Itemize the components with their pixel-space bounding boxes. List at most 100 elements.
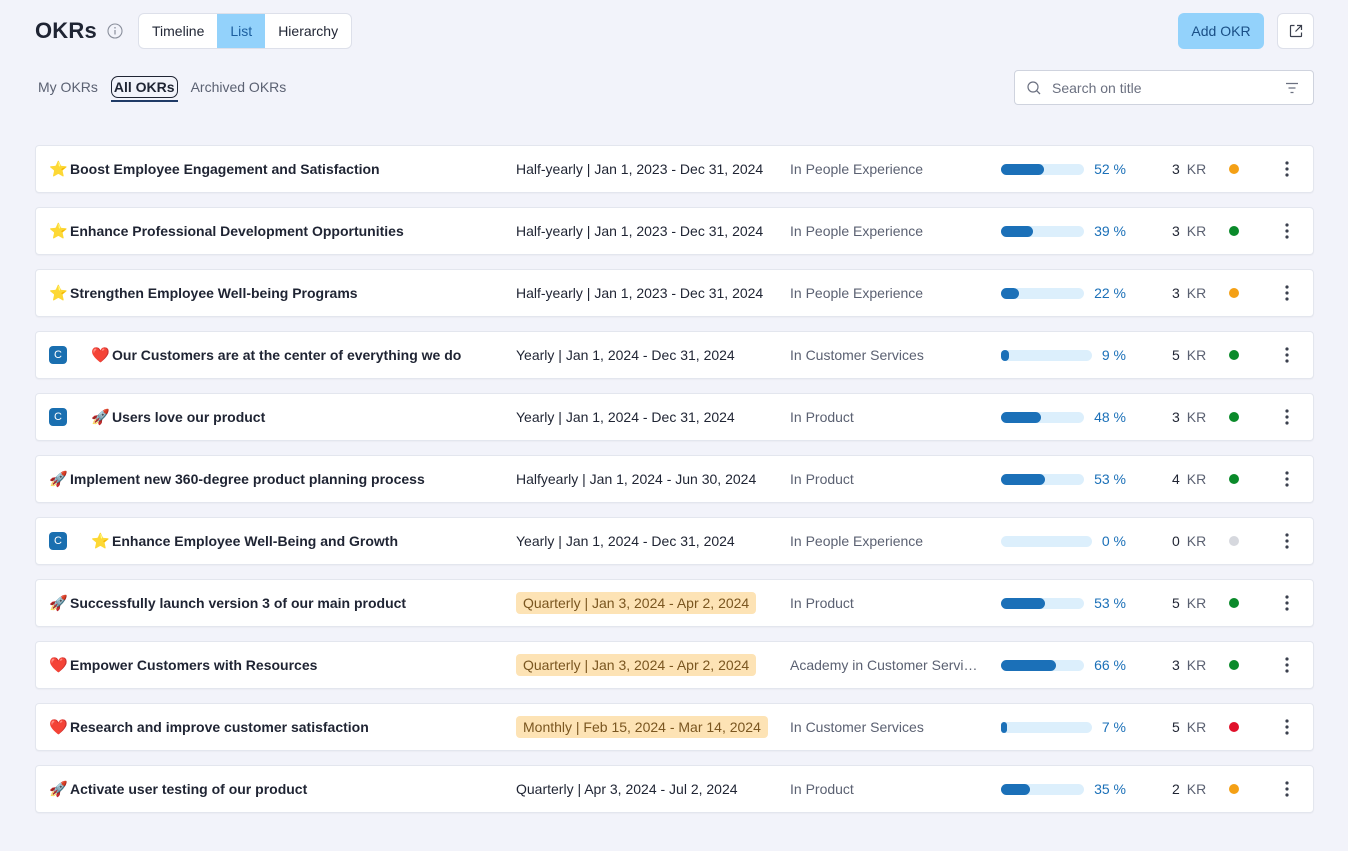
okr-kr-cell[interactable]: 3 KR <box>1172 208 1222 254</box>
progress-percent: 7 % <box>1101 719 1126 735</box>
okr-kr-cell[interactable]: 2 KR <box>1172 766 1222 812</box>
tab-all-okrs[interactable]: All OKRs <box>110 76 178 102</box>
more-vertical-icon <box>1285 719 1289 735</box>
row-menu-button[interactable] <box>1279 518 1295 564</box>
okr-period: Yearly | Jan 1, 2024 - Dec 31, 2024 <box>516 533 735 549</box>
okr-team: In People Experience <box>790 223 924 239</box>
okr-row[interactable]: 🚀 Successfully launch version 3 of our m… <box>35 579 1314 627</box>
progress-fill <box>1001 597 1045 609</box>
okr-title-cell[interactable]: C ⭐ Enhance Employee Well-Being and Grow… <box>49 518 509 564</box>
more-vertical-icon <box>1285 657 1289 673</box>
okr-kr-cell[interactable]: 0 KR <box>1172 518 1222 564</box>
okr-title-cell[interactable]: ⭐ Strengthen Employee Well-being Program… <box>49 270 509 316</box>
okr-title-cell[interactable]: ❤️ Research and improve customer satisfa… <box>49 704 509 750</box>
progress-bar <box>1001 783 1084 795</box>
okr-title-cell[interactable]: ⭐ Boost Employee Engagement and Satisfac… <box>49 146 509 192</box>
kr-count: 3 <box>1172 409 1180 425</box>
okr-kr-cell[interactable]: 3 KR <box>1172 146 1222 192</box>
okr-row[interactable]: ❤️ Empower Customers with Resources Quar… <box>35 641 1314 689</box>
progress-percent: 53 % <box>1094 471 1126 487</box>
okr-title-cell[interactable]: ❤️ Empower Customers with Resources <box>49 642 509 688</box>
okr-row[interactable]: 🚀 Activate user testing of our product Q… <box>35 765 1314 813</box>
row-menu-button[interactable] <box>1279 208 1295 254</box>
progress-fill <box>1001 473 1045 485</box>
row-menu-button[interactable] <box>1279 456 1295 502</box>
okr-title-cell[interactable]: C ❤️ Our Customers are at the center of … <box>49 332 509 378</box>
more-vertical-icon <box>1285 781 1289 797</box>
okr-title-cell[interactable]: 🚀 Successfully launch version 3 of our m… <box>49 580 509 626</box>
okr-period-cell: Quarterly | Jan 3, 2024 - Apr 2, 2024 <box>516 642 776 688</box>
kr-label: KR <box>1186 471 1207 487</box>
tab-archived-okrs[interactable]: Archived OKRs <box>190 79 287 95</box>
search-box <box>1014 70 1314 105</box>
okr-row[interactable]: C ❤️ Our Customers are at the center of … <box>35 331 1314 379</box>
progress-percent: 0 % <box>1101 533 1126 549</box>
okr-row[interactable]: 🚀 Implement new 360-degree product plann… <box>35 455 1314 503</box>
okr-team-cell: In Customer Services <box>790 332 980 378</box>
okr-period-cell: Quarterly | Apr 3, 2024 - Jul 2, 2024 <box>516 766 776 812</box>
okr-title-cell[interactable]: 🚀 Activate user testing of our product <box>49 766 509 812</box>
okr-kr-cell[interactable]: 4 KR <box>1172 456 1222 502</box>
info-icon[interactable] <box>107 23 123 39</box>
page-title: OKRs <box>35 18 97 43</box>
okr-period: Quarterly | Apr 3, 2024 - Jul 2, 2024 <box>516 781 738 797</box>
okr-kr-cell[interactable]: 5 KR <box>1172 580 1222 626</box>
okr-kr-cell[interactable]: 5 KR <box>1172 704 1222 750</box>
status-dot <box>1229 598 1239 608</box>
star-icon: ⭐ <box>49 285 68 302</box>
search-icon <box>1027 81 1041 95</box>
row-menu-button[interactable] <box>1279 270 1295 316</box>
okr-status-cell <box>1229 642 1241 688</box>
row-menu-button[interactable] <box>1279 146 1295 192</box>
row-menu-button[interactable] <box>1279 394 1295 440</box>
okr-row[interactable]: ⭐ Enhance Professional Development Oppor… <box>35 207 1314 255</box>
okr-status-cell <box>1229 332 1241 378</box>
rocket-icon: 🚀 <box>49 471 68 488</box>
okr-title: Empower Customers with Resources <box>70 657 318 673</box>
progress-bar <box>1001 659 1084 671</box>
add-okr-button[interactable]: Add OKR <box>1178 13 1264 49</box>
tab-my-okrs[interactable]: My OKRs <box>38 79 98 95</box>
okr-progress-cell: 53 % <box>1001 580 1126 626</box>
okr-kr-cell[interactable]: 3 KR <box>1172 394 1222 440</box>
okr-team: In Customer Services <box>790 719 924 735</box>
okr-title-cell[interactable]: C 🚀 Users love our product <box>49 394 509 440</box>
okr-row[interactable]: ❤️ Research and improve customer satisfa… <box>35 703 1314 751</box>
okr-progress-cell: 9 % <box>1001 332 1126 378</box>
okr-title-cell[interactable]: ⭐ Enhance Professional Development Oppor… <box>49 208 509 254</box>
row-menu-button[interactable] <box>1279 704 1295 750</box>
more-vertical-icon <box>1285 533 1289 549</box>
progress-fill <box>1001 225 1033 237</box>
okr-period: Quarterly | Jan 3, 2024 - Apr 2, 2024 <box>516 592 757 614</box>
okr-row[interactable]: C ⭐ Enhance Employee Well-Being and Grow… <box>35 517 1314 565</box>
progress-percent: 53 % <box>1094 595 1126 611</box>
okr-period-cell: Halfyearly | Jan 1, 2024 - Jun 30, 2024 <box>516 456 776 502</box>
row-menu-button[interactable] <box>1279 332 1295 378</box>
open-external-button[interactable] <box>1277 13 1314 49</box>
okr-row[interactable]: ⭐ Boost Employee Engagement and Satisfac… <box>35 145 1314 193</box>
progress-percent: 22 % <box>1094 285 1126 301</box>
okr-kr-cell[interactable]: 3 KR <box>1172 270 1222 316</box>
okr-team-cell: Academy in Customer Servic… <box>790 642 980 688</box>
view-list-button[interactable]: List <box>217 14 266 48</box>
okr-team: In Product <box>790 409 854 425</box>
okr-progress-cell: 53 % <box>1001 456 1126 502</box>
view-timeline-button[interactable]: Timeline <box>152 23 205 39</box>
okr-kr-cell[interactable]: 5 KR <box>1172 332 1222 378</box>
more-vertical-icon <box>1285 285 1289 301</box>
filter-icon[interactable] <box>1285 82 1299 94</box>
row-menu-button[interactable] <box>1279 580 1295 626</box>
search-input[interactable] <box>1052 71 1272 104</box>
okr-row[interactable]: C 🚀 Users love our product Yearly | Jan … <box>35 393 1314 441</box>
okr-row[interactable]: ⭐ Strengthen Employee Well-being Program… <box>35 269 1314 317</box>
okr-title: Users love our product <box>112 409 266 425</box>
kr-count: 5 <box>1172 595 1180 611</box>
okr-title-cell[interactable]: 🚀 Implement new 360-degree product plann… <box>49 456 509 502</box>
progress-percent: 35 % <box>1094 781 1126 797</box>
view-hierarchy-button[interactable]: Hierarchy <box>278 23 339 39</box>
row-menu-button[interactable] <box>1279 642 1295 688</box>
row-menu-button[interactable] <box>1279 766 1295 812</box>
progress-bar <box>1001 473 1084 485</box>
kr-label: KR <box>1186 223 1207 239</box>
okr-kr-cell[interactable]: 3 KR <box>1172 642 1222 688</box>
